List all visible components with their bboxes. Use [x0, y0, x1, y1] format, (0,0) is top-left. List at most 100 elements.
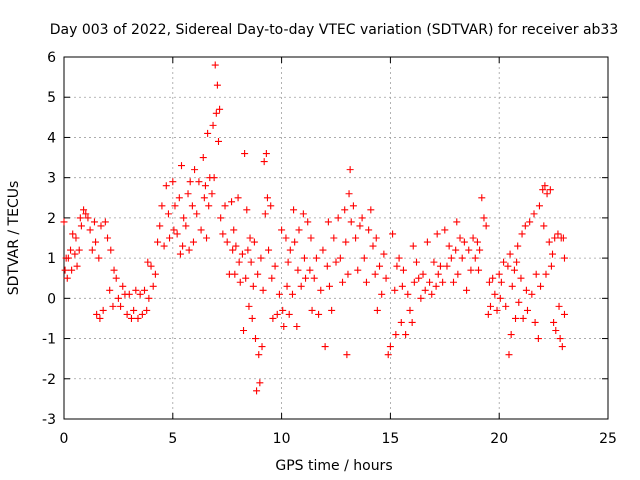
data-point: [254, 270, 262, 278]
data-point: [132, 286, 140, 294]
data-point: [528, 290, 536, 298]
data-point: [285, 310, 293, 318]
data-point: [478, 194, 486, 202]
data-point: [261, 210, 269, 218]
data-point: [86, 226, 94, 234]
data-point: [434, 270, 442, 278]
y-tick-label: -3: [42, 412, 56, 428]
data-point: [323, 262, 331, 270]
data-point: [489, 274, 497, 282]
data-point: [480, 214, 488, 222]
data-point: [343, 351, 351, 359]
data-point: [97, 222, 105, 230]
data-point: [158, 202, 166, 210]
y-axis-label: SDTVAR / TECUs: [6, 181, 22, 296]
data-point: [397, 318, 405, 326]
data-point: [295, 226, 303, 234]
x-tick-label: 25: [599, 431, 617, 447]
data-point: [283, 282, 291, 290]
data-point: [240, 327, 248, 335]
data-point: [482, 222, 490, 230]
data-point: [497, 278, 505, 286]
data-point: [63, 274, 71, 282]
data-point: [147, 262, 155, 270]
y-tick-label: 6: [47, 50, 56, 66]
data-point: [540, 222, 548, 230]
data-point: [476, 246, 484, 254]
data-point: [117, 302, 125, 310]
data-point: [554, 230, 562, 238]
x-axis-tick-labels: 0 5 10 15 20 25: [60, 431, 617, 447]
data-point: [164, 210, 172, 218]
data-point: [560, 254, 568, 262]
data-point: [399, 266, 407, 274]
data-point: [184, 190, 192, 198]
y-tick-label: -1: [42, 332, 56, 348]
data-point: [495, 270, 503, 278]
data-point: [104, 234, 112, 242]
data-point: [60, 218, 68, 226]
data-point: [242, 274, 250, 282]
data-point: [408, 318, 416, 326]
data-point: [532, 270, 540, 278]
data-point: [162, 182, 170, 190]
data-point: [136, 290, 144, 298]
data-point: [76, 214, 84, 222]
data-point: [210, 174, 218, 182]
data-point: [199, 154, 207, 162]
data-point: [539, 186, 547, 194]
data-point: [428, 290, 436, 298]
data-point: [229, 246, 237, 254]
data-point: [258, 343, 266, 351]
data-point: [496, 294, 504, 302]
data-point: [248, 314, 256, 322]
data-point: [290, 206, 298, 214]
data-point: [68, 266, 76, 274]
data-point: [247, 258, 255, 266]
data-point: [384, 351, 392, 359]
data-point: [141, 286, 149, 294]
data-point: [259, 286, 267, 294]
data-point: [228, 198, 236, 206]
data-point: [430, 258, 438, 266]
data-point: [332, 258, 340, 266]
data-point: [460, 238, 468, 246]
data-point: [463, 286, 471, 294]
data-point: [84, 214, 92, 222]
data-point: [308, 306, 316, 314]
data-point: [249, 282, 257, 290]
data-point: [445, 242, 453, 250]
data-point: [204, 129, 212, 137]
data-point: [336, 254, 344, 262]
data-point: [180, 214, 188, 222]
data-point: [513, 258, 521, 266]
data-point: [439, 278, 447, 286]
data-point: [312, 254, 320, 262]
data-point: [291, 238, 299, 246]
data-point: [88, 246, 96, 254]
data-point: [328, 306, 336, 314]
data-point: [182, 222, 190, 230]
data-point: [560, 310, 568, 318]
data-point: [345, 190, 353, 198]
data-point: [523, 306, 531, 314]
data-point: [293, 322, 301, 330]
data-point: [275, 290, 283, 298]
data-point: [299, 210, 307, 218]
data-point: [212, 109, 220, 117]
data-point: [151, 270, 159, 278]
data-point: [491, 290, 499, 298]
data-point: [454, 270, 462, 278]
x-tick-label: 10: [273, 431, 291, 447]
data-point: [221, 202, 229, 210]
data-point: [191, 166, 199, 174]
data-point: [410, 278, 418, 286]
data-point: [406, 306, 414, 314]
data-point: [234, 194, 242, 202]
data-point: [465, 246, 473, 254]
data-point: [127, 314, 135, 322]
data-point: [417, 294, 425, 302]
data-point: [200, 194, 208, 202]
data-point: [95, 254, 103, 262]
